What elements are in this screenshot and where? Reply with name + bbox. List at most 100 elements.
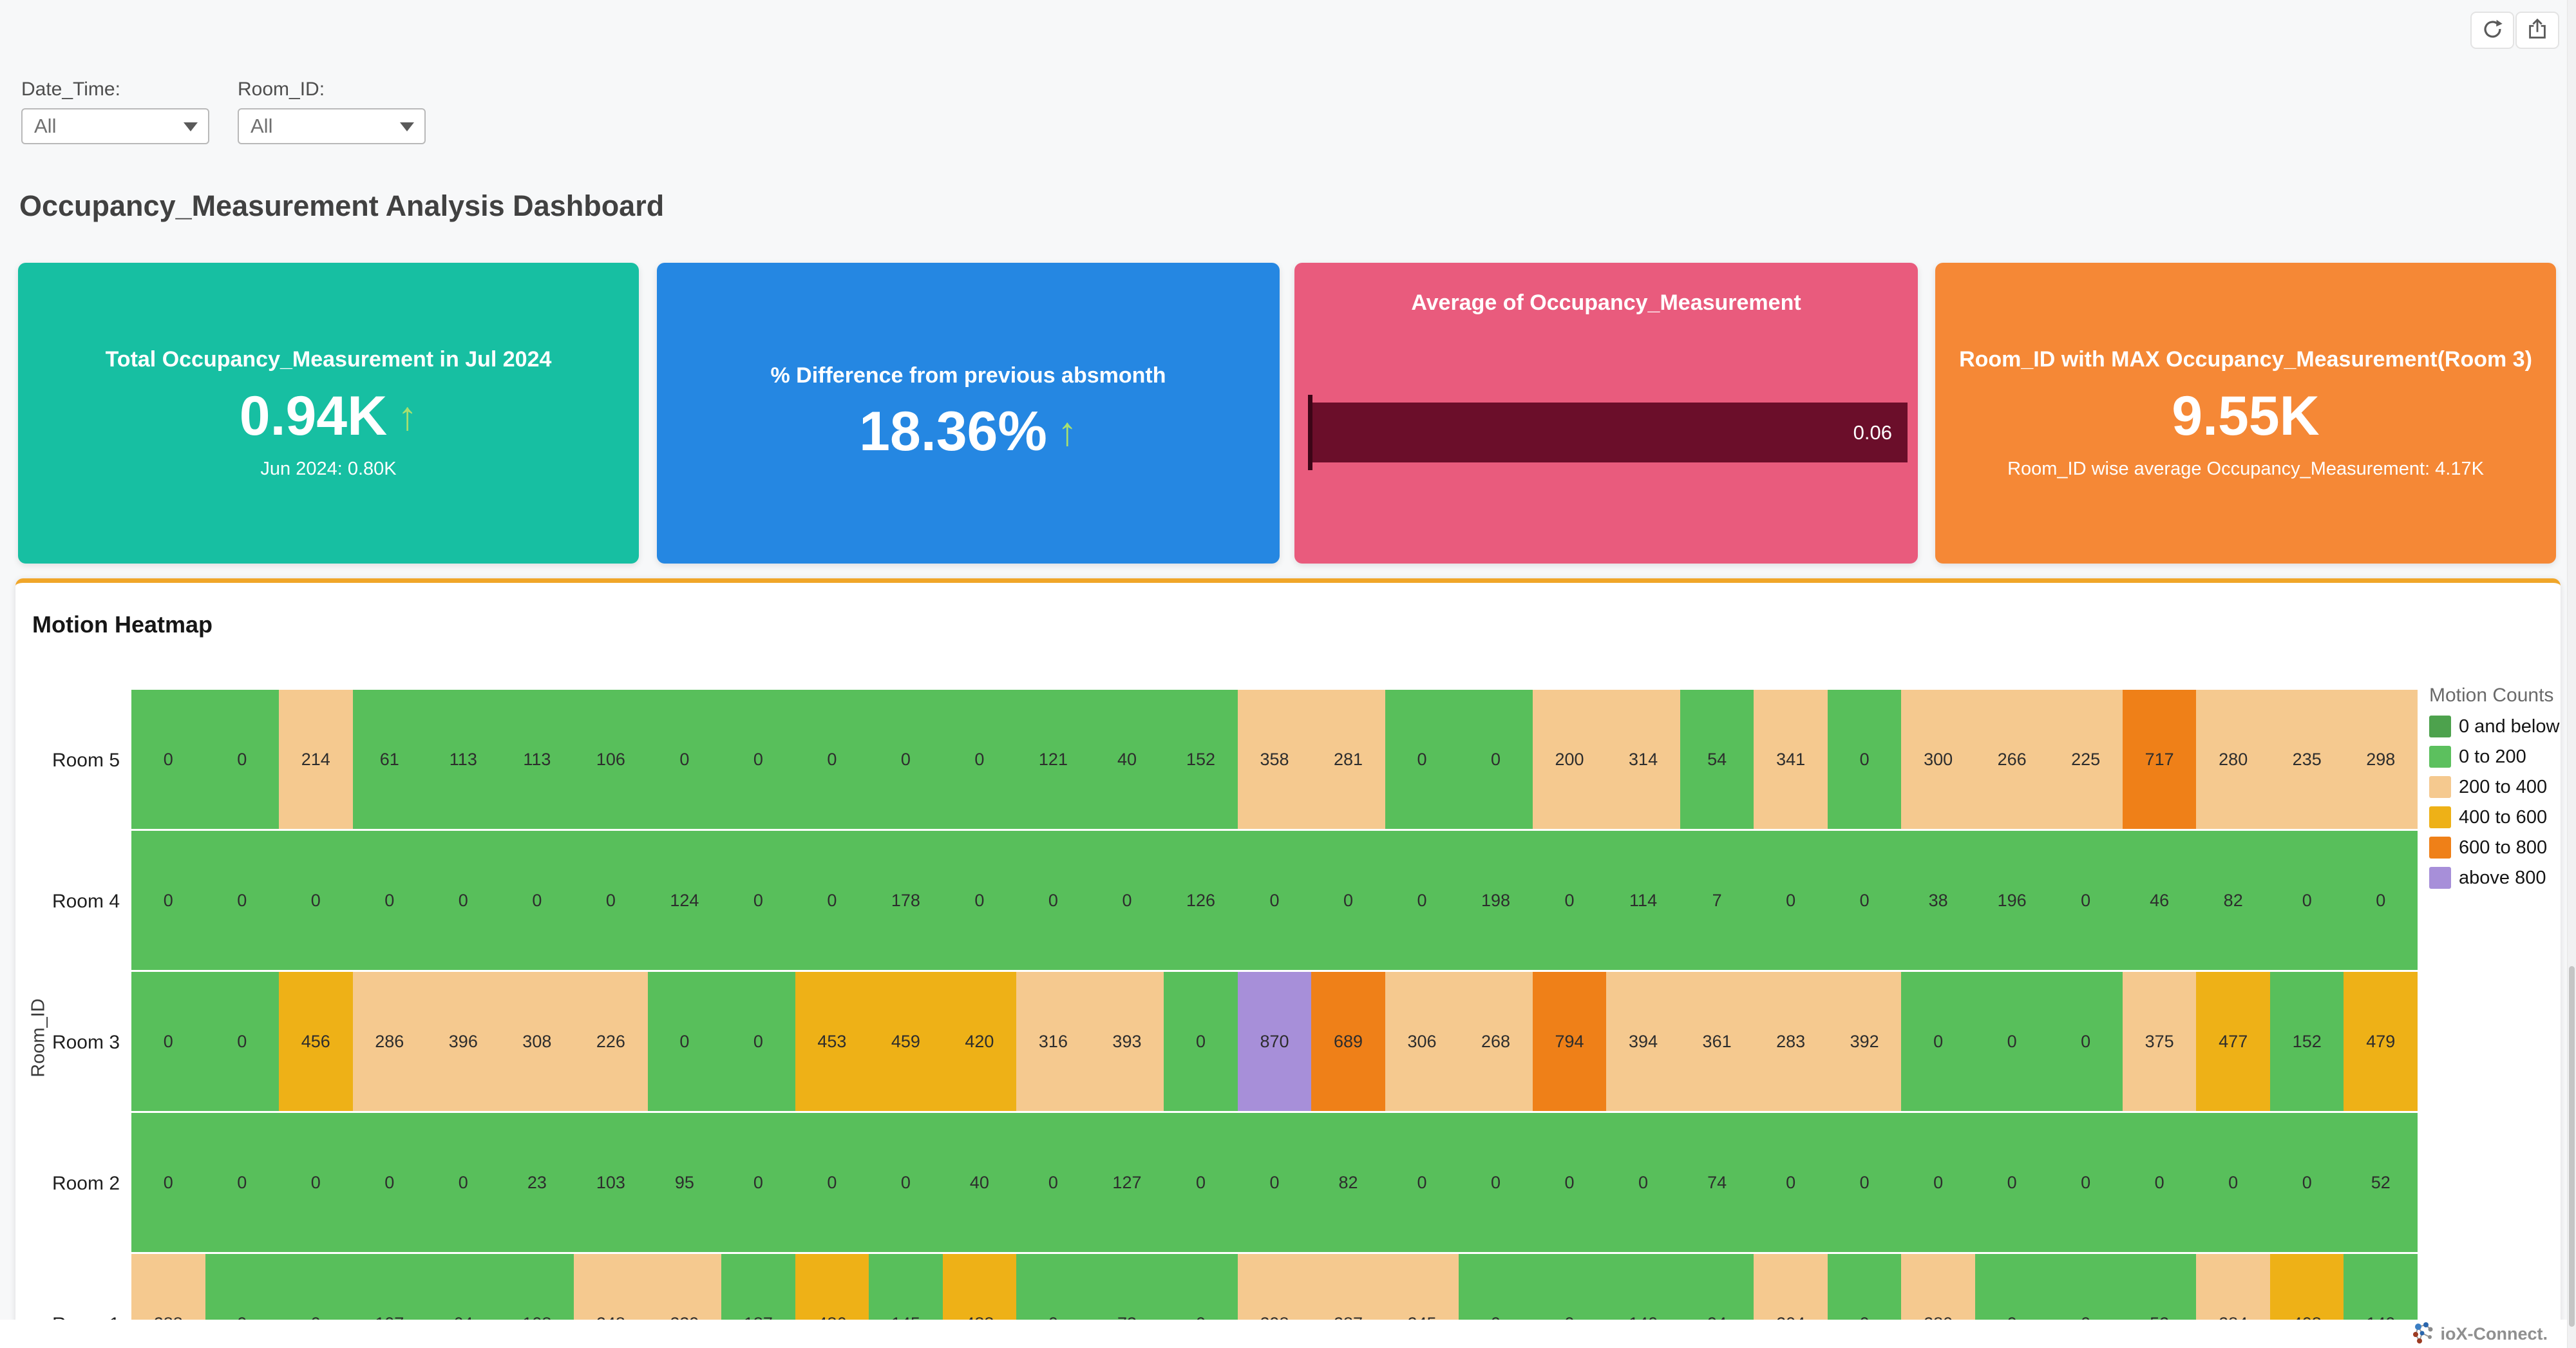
- heatmap-cell[interactable]: 0: [131, 1113, 205, 1252]
- heatmap-cell[interactable]: 46: [2122, 831, 2197, 970]
- heatmap-cell[interactable]: 0: [1754, 1113, 1828, 1252]
- legend-item[interactable]: 400 to 600: [2429, 806, 2559, 828]
- heatmap-cell[interactable]: 0: [721, 972, 795, 1111]
- heatmap-cell[interactable]: 0: [1827, 690, 1902, 829]
- room-id-filter-select[interactable]: All: [238, 108, 426, 144]
- legend-item[interactable]: 0 and below: [2429, 716, 2559, 737]
- heatmap-cell[interactable]: 0: [1459, 690, 1533, 829]
- heatmap-cell[interactable]: 0: [1164, 1113, 1238, 1252]
- heatmap-cell[interactable]: 281: [1311, 690, 1385, 829]
- heatmap-cell[interactable]: 280: [2196, 690, 2270, 829]
- heatmap-cell[interactable]: 61: [352, 690, 427, 829]
- heatmap-cell[interactable]: 0: [1016, 1113, 1090, 1252]
- heatmap-cell[interactable]: 0: [1827, 831, 1902, 970]
- heatmap-cell[interactable]: 7: [1680, 831, 1754, 970]
- iox-connect-brand[interactable]: ioX-Connect.: [2440, 1324, 2548, 1343]
- heatmap-cell[interactable]: 124: [647, 831, 722, 970]
- heatmap-cell[interactable]: 226: [574, 972, 648, 1111]
- heatmap-cell[interactable]: 0: [426, 1113, 500, 1252]
- heatmap-cell[interactable]: 152: [2269, 972, 2344, 1111]
- kpi-card-total[interactable]: Total Occupancy_Measurement in Jul 2024 …: [18, 263, 639, 564]
- heatmap-cell[interactable]: 95: [647, 1113, 722, 1252]
- heatmap-cell[interactable]: 316: [1016, 972, 1090, 1111]
- heatmap-cell[interactable]: 0: [1532, 1113, 1607, 1252]
- heatmap-cell[interactable]: 0: [1606, 1113, 1680, 1252]
- heatmap-cell[interactable]: 114: [1606, 831, 1680, 970]
- heatmap-cell[interactable]: 0: [1754, 831, 1828, 970]
- heatmap-cell[interactable]: 268: [1459, 972, 1533, 1111]
- heatmap-cell[interactable]: 106: [574, 690, 648, 829]
- heatmap-cell[interactable]: 0: [1901, 1113, 1975, 1252]
- heatmap-cell[interactable]: 283: [1754, 972, 1828, 1111]
- heatmap-cell[interactable]: 0: [795, 690, 869, 829]
- heatmap-cell[interactable]: 82: [1311, 1113, 1385, 1252]
- heatmap-cell[interactable]: 0: [131, 972, 205, 1111]
- heatmap-cell[interactable]: 266: [1975, 690, 2049, 829]
- heatmap-cell[interactable]: 0: [1459, 1113, 1533, 1252]
- heatmap-cell[interactable]: 314: [1606, 690, 1680, 829]
- heatmap-cell[interactable]: 0: [352, 1113, 427, 1252]
- heatmap-cell[interactable]: 0: [205, 831, 279, 970]
- heatmap-cell[interactable]: 420: [942, 972, 1017, 1111]
- heatmap-cell[interactable]: 127: [1090, 1113, 1164, 1252]
- heatmap-cell[interactable]: 40: [942, 1113, 1017, 1252]
- date-time-filter-select[interactable]: All: [21, 108, 209, 144]
- kpi-card-average[interactable]: Average of Occupancy_Measurement 0.06: [1294, 263, 1918, 564]
- heatmap-cell[interactable]: 300: [1901, 690, 1975, 829]
- heatmap-cell[interactable]: 459: [869, 972, 943, 1111]
- heatmap-cell[interactable]: 0: [2196, 1113, 2270, 1252]
- heatmap-cell[interactable]: 0: [1385, 831, 1459, 970]
- heatmap-cell[interactable]: 38: [1901, 831, 1975, 970]
- heatmap-cell[interactable]: 82: [2196, 831, 2270, 970]
- heatmap-cell[interactable]: 152: [1164, 690, 1238, 829]
- heatmap-cell[interactable]: 113: [500, 690, 574, 829]
- share-button[interactable]: [2515, 12, 2559, 49]
- heatmap-cell[interactable]: 0: [1237, 831, 1312, 970]
- heatmap-cell[interactable]: 308: [500, 972, 574, 1111]
- heatmap-cell[interactable]: 0: [500, 831, 574, 970]
- heatmap-cell[interactable]: 0: [2269, 831, 2344, 970]
- legend-item[interactable]: 600 to 800: [2429, 837, 2559, 859]
- heatmap-cell[interactable]: 0: [205, 690, 279, 829]
- heatmap-cell[interactable]: 0: [2122, 1113, 2197, 1252]
- heatmap-cell[interactable]: 178: [869, 831, 943, 970]
- heatmap-cell[interactable]: 0: [1237, 1113, 1312, 1252]
- heatmap-cell[interactable]: 870: [1237, 972, 1312, 1111]
- heatmap-cell[interactable]: 0: [1090, 831, 1164, 970]
- heatmap-cell[interactable]: 0: [279, 831, 353, 970]
- heatmap-cell[interactable]: 54: [1680, 690, 1754, 829]
- heatmap-cell[interactable]: 235: [2269, 690, 2344, 829]
- heatmap-cell[interactable]: 689: [1311, 972, 1385, 1111]
- heatmap-cell[interactable]: 0: [721, 690, 795, 829]
- heatmap-cell[interactable]: 0: [1827, 1113, 1902, 1252]
- heatmap-cell[interactable]: 225: [2049, 690, 2123, 829]
- heatmap-cell[interactable]: 479: [2344, 972, 2418, 1111]
- heatmap-cell[interactable]: 52: [2344, 1113, 2418, 1252]
- heatmap-cell[interactable]: 126: [1164, 831, 1238, 970]
- heatmap-cell[interactable]: 0: [574, 831, 648, 970]
- heatmap-cell[interactable]: 717: [2122, 690, 2197, 829]
- heatmap-cell[interactable]: 341: [1754, 690, 1828, 829]
- heatmap-cell[interactable]: 196: [1975, 831, 2049, 970]
- legend-item[interactable]: 200 to 400: [2429, 776, 2559, 798]
- legend-item[interactable]: above 800: [2429, 867, 2559, 889]
- heatmap-cell[interactable]: 0: [2344, 831, 2418, 970]
- legend-item[interactable]: 0 to 200: [2429, 746, 2559, 768]
- heatmap-cell[interactable]: 0: [795, 831, 869, 970]
- heatmap-cell[interactable]: 0: [131, 831, 205, 970]
- heatmap-cell[interactable]: 0: [1385, 690, 1459, 829]
- heatmap-cell[interactable]: 396: [426, 972, 500, 1111]
- kpi-card-max-room[interactable]: Room_ID with MAX Occupancy_Measurement(R…: [1935, 263, 2556, 564]
- kpi-card-difference[interactable]: % Difference from previous absmonth 18.3…: [657, 263, 1280, 564]
- heatmap-cell[interactable]: 0: [2049, 1113, 2123, 1252]
- heatmap-cell[interactable]: 306: [1385, 972, 1459, 1111]
- heatmap-cell[interactable]: 794: [1532, 972, 1607, 1111]
- heatmap-cell[interactable]: 0: [131, 690, 205, 829]
- heatmap-cell[interactable]: 0: [942, 831, 1017, 970]
- heatmap-cell[interactable]: 0: [1385, 1113, 1459, 1252]
- heatmap-cell[interactable]: 0: [1532, 831, 1607, 970]
- heatmap-cell[interactable]: 477: [2196, 972, 2270, 1111]
- heatmap-cell[interactable]: 361: [1680, 972, 1754, 1111]
- heatmap-cell[interactable]: 0: [795, 1113, 869, 1252]
- heatmap-cell[interactable]: 113: [426, 690, 500, 829]
